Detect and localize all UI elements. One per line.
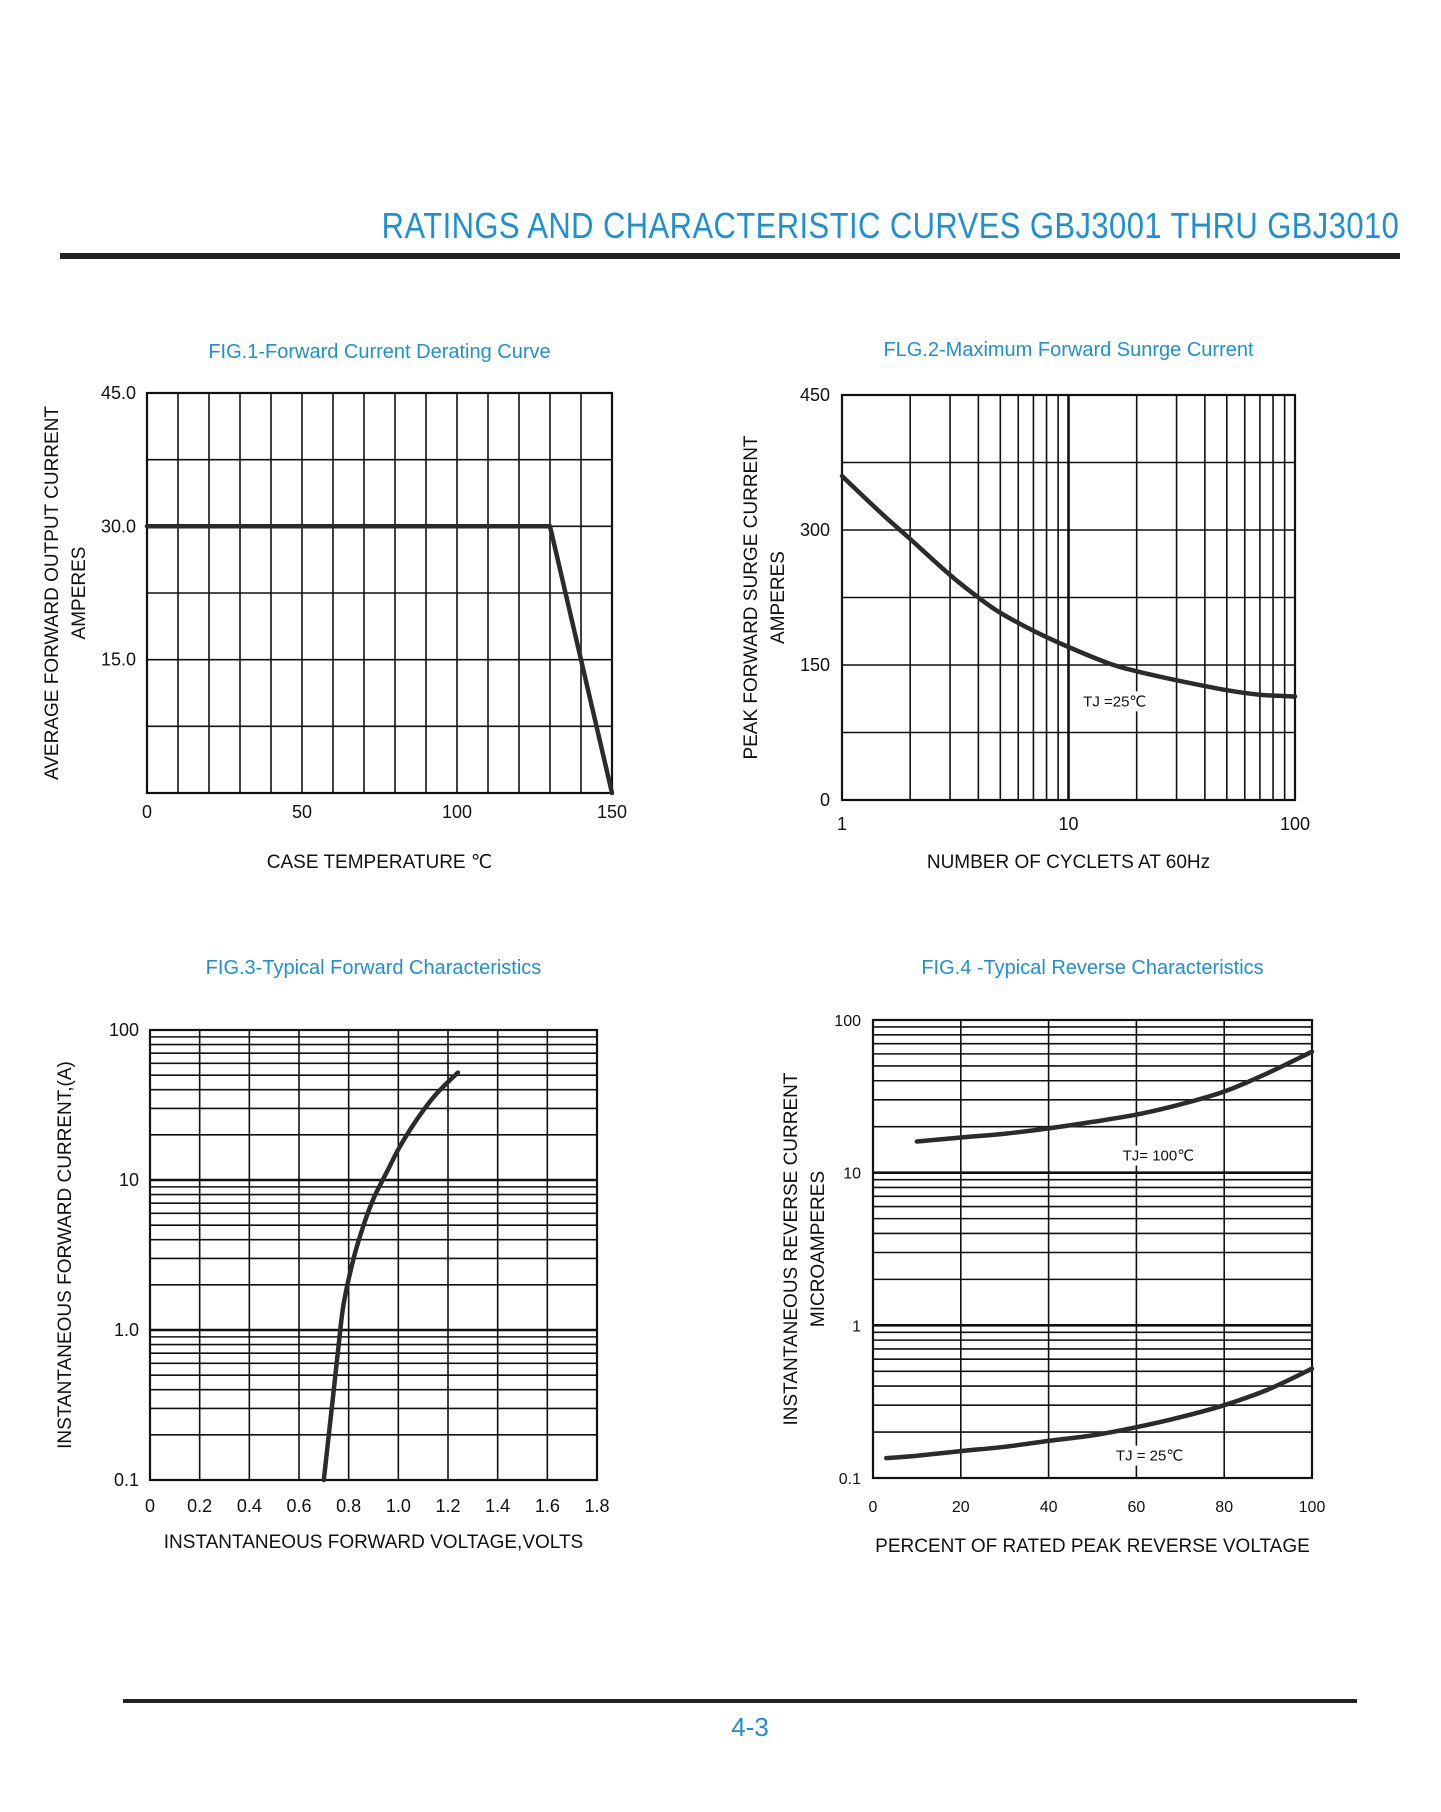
- fig4-xtick-label: 60: [1128, 1499, 1146, 1516]
- header-rule: [60, 253, 1400, 259]
- fig2-title: FLG.2-Maximum Forward Sunrge Current: [883, 339, 1254, 361]
- fig1-xtick-label: 50: [292, 802, 312, 822]
- fig1-ylabel: AVERAGE FORWARD OUTPUT CURRENT: [42, 406, 63, 780]
- fig1-xtick-label: 150: [597, 802, 627, 822]
- fig4-ytick-label: 1: [852, 1318, 861, 1335]
- fig4-series-line-1: [883, 1366, 1315, 1461]
- fig3-xtick-label: 1.4: [485, 1496, 510, 1516]
- fig4-ytick-label: 100: [834, 1013, 861, 1030]
- fig1-xtick-label: 0: [142, 802, 152, 822]
- fig2-xtick-label: 100: [1280, 814, 1310, 834]
- fig3-xtick-label: 0.4: [237, 1496, 262, 1516]
- fig2-ytick-label: 0: [820, 790, 830, 810]
- fig4-chart: FIG.4 -Typical Reverse Characteristics 0.…: [781, 957, 1325, 1557]
- fig1-ytick-label: 30.0: [101, 516, 136, 536]
- fig4-ylabel: MICROAMPERES: [808, 1171, 829, 1327]
- fig2-ylabel: AMPERES: [768, 551, 789, 644]
- fig3-xtick-label: 0.2: [187, 1496, 212, 1516]
- fig3-ytick-label: 100: [109, 1020, 139, 1040]
- fig1-xlabel: CASE TEMPERATURE ℃: [267, 852, 492, 873]
- fig4-series-line-0: [914, 1049, 1315, 1144]
- fig4-ytick-label: 10: [843, 1166, 861, 1183]
- fig2-series-line-0: [839, 473, 1298, 699]
- fig3-xtick-label: 1.0: [386, 1496, 411, 1516]
- fig1-ylabel: AMPERES: [69, 547, 90, 640]
- fig2-ytick-label: 150: [800, 655, 830, 675]
- fig3-xtick-label: 0.6: [286, 1496, 311, 1516]
- fig4-xtick-label: 80: [1215, 1499, 1233, 1516]
- fig2-ytick-label: 300: [800, 520, 830, 540]
- fig4-title: FIG.4 -Typical Reverse Characteristics: [921, 957, 1263, 979]
- fig1-chart: FIG.1-Forward Current Derating Curve 15.0…: [42, 341, 627, 873]
- fig4-xlabel: PERCENT OF RATED PEAK REVERSE VOLTAGE: [875, 1536, 1310, 1557]
- fig4-ytick-label: 0.1: [839, 1471, 861, 1488]
- fig3-chart: FIG.3-Typical Forward Characteristics 0.1…: [55, 957, 610, 1553]
- fig3-title: FIG.3-Typical Forward Characteristics: [206, 957, 542, 979]
- footer-rule: [123, 1699, 1357, 1703]
- fig2-xtick-label: 1: [837, 814, 847, 834]
- fig4-xtick-label: 0: [869, 1499, 878, 1516]
- fig4-plot-frame: [871, 1018, 1314, 1480]
- fig3-xtick-label: 0: [145, 1496, 155, 1516]
- fig3-ytick-label: 10: [119, 1170, 139, 1190]
- fig1-title: FIG.1-Forward Current Derating Curve: [208, 341, 550, 363]
- fig4-xtick-label: 100: [1299, 1499, 1326, 1516]
- fig3-ylabel: INSTANTANEOUS FORWARD CURRENT,(A): [55, 1061, 76, 1449]
- fig4-ylabel: INSTANTANEOUS REVERSE CURRENT: [781, 1072, 802, 1425]
- fig3-xtick-label: 0.8: [336, 1496, 361, 1516]
- fig2-xlabel: NUMBER OF CYCLETS AT 60Hz: [927, 852, 1210, 873]
- fig1-ytick-label: 15.0: [101, 650, 136, 670]
- page-title: RATINGS AND CHARACTERISTIC CURVES GBJ300…: [381, 205, 1399, 246]
- fig1-xtick-label: 100: [442, 802, 472, 822]
- fig3-ytick-label: 0.1: [114, 1470, 139, 1490]
- fig2-annotation-bg: [1070, 691, 1159, 712]
- fig3-xtick-label: 1.6: [535, 1496, 560, 1516]
- fig3-series-line-0: [321, 1070, 461, 1483]
- fig2-chart: FLG.2-Maximum Forward Sunrge Current 0 150…: [741, 339, 1310, 873]
- fig4-xtick-label: 20: [952, 1499, 970, 1516]
- fig2-plot-frame: [840, 393, 1297, 802]
- fig2-ylabel: PEAK FORWARD SURGE CURRENT: [741, 435, 762, 759]
- fig2-xtick-label: 10: [1058, 814, 1078, 834]
- fig3-xtick-label: 1.2: [435, 1496, 460, 1516]
- page-number: 4-3: [731, 1712, 769, 1742]
- fig2-ytick-label: 450: [800, 385, 830, 405]
- fig1-series-line-0: [144, 524, 615, 796]
- fig3-xlabel: INSTANTANEOUS FORWARD VOLTAGE,VOLTS: [164, 1532, 583, 1553]
- fig3-plot-frame: [148, 1028, 599, 1482]
- fig3-xtick-label: 1.8: [584, 1496, 609, 1516]
- fig4-annotation-bg: [1114, 1145, 1203, 1166]
- fig1-plot-frame: [145, 391, 614, 795]
- fig4-annotation-bg: [1105, 1445, 1194, 1466]
- fig3-ytick-label: 1.0: [114, 1320, 139, 1340]
- fig2-annotation-label: TJ =25℃: [1083, 693, 1146, 710]
- fig4-xtick-label: 40: [1040, 1499, 1058, 1516]
- fig4-annotation-label: TJ= 100℃: [1123, 1148, 1194, 1165]
- fig1-ytick-label: 45.0: [101, 383, 136, 403]
- fig4-annotation-label: TJ = 25℃: [1116, 1448, 1183, 1465]
